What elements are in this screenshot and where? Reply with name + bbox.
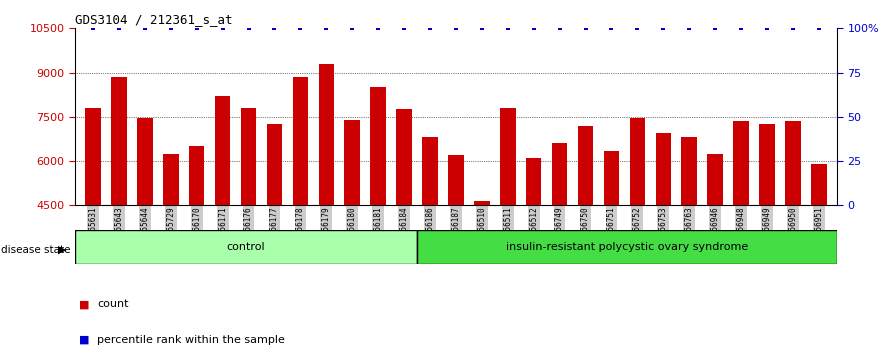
Text: ■: ■ — [79, 299, 90, 309]
Bar — [75, 230, 417, 264]
Text: GDS3104 / 212361_s_at: GDS3104 / 212361_s_at — [75, 13, 233, 26]
Text: count: count — [97, 299, 129, 309]
Bar — [526, 158, 542, 205]
Bar — [603, 151, 619, 205]
Text: ▶: ▶ — [57, 245, 66, 255]
Bar — [474, 201, 490, 205]
Bar — [759, 124, 774, 205]
Bar — [630, 118, 645, 205]
Bar — [241, 108, 256, 205]
Bar — [292, 77, 308, 205]
Bar — [137, 118, 152, 205]
Text: insulin-resistant polycystic ovary syndrome: insulin-resistant polycystic ovary syndr… — [506, 242, 748, 252]
Bar — [811, 164, 826, 205]
Bar — [111, 77, 127, 205]
Bar — [655, 133, 671, 205]
Bar — [417, 230, 837, 264]
Bar — [319, 64, 334, 205]
Bar — [344, 120, 360, 205]
Bar — [707, 154, 723, 205]
Text: percentile rank within the sample: percentile rank within the sample — [97, 335, 285, 345]
Bar — [189, 146, 204, 205]
Bar — [552, 143, 567, 205]
Bar — [370, 87, 386, 205]
Bar — [85, 108, 100, 205]
Bar — [396, 109, 411, 205]
Bar — [448, 155, 463, 205]
Text: ■: ■ — [79, 335, 90, 345]
Bar — [500, 108, 515, 205]
Bar — [733, 121, 749, 205]
Text: disease state: disease state — [1, 245, 70, 255]
Bar — [422, 137, 438, 205]
Bar — [578, 126, 593, 205]
Bar — [215, 96, 231, 205]
Bar — [267, 124, 282, 205]
Text: control: control — [226, 242, 265, 252]
Bar — [681, 137, 697, 205]
Bar — [163, 154, 179, 205]
Bar — [785, 121, 801, 205]
